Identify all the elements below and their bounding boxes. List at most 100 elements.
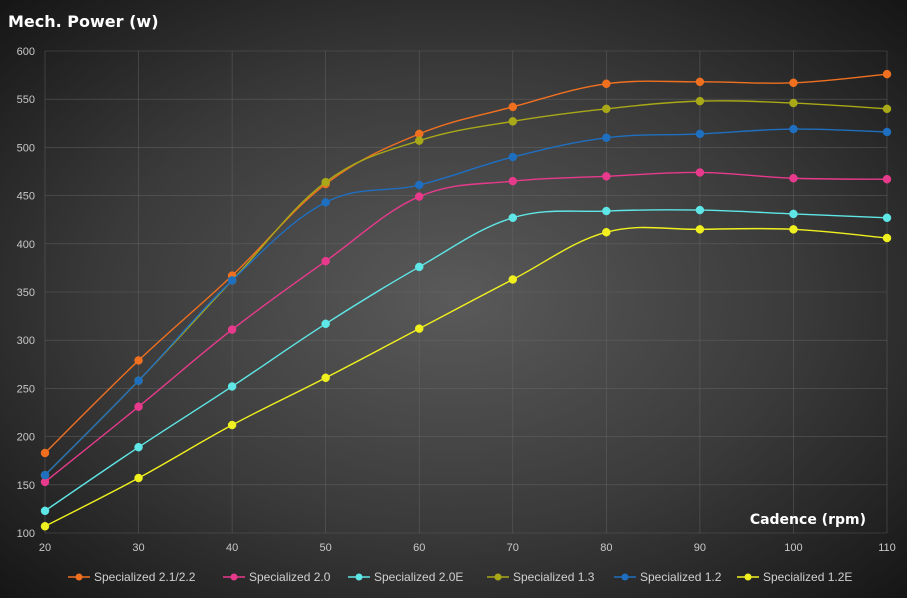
data-point xyxy=(602,227,611,237)
y-tick-label: 250 xyxy=(17,383,35,395)
series-line xyxy=(44,171,888,483)
data-point xyxy=(882,174,892,184)
series-line xyxy=(44,226,888,527)
legend-marker xyxy=(355,573,363,581)
x-tick-label: 40 xyxy=(226,542,238,554)
data-point xyxy=(508,213,518,223)
series-line xyxy=(44,209,888,512)
y-tick-label: 100 xyxy=(17,528,35,540)
legend-item: Specialized 2.1/2.2 xyxy=(68,570,196,584)
x-tick-label: 60 xyxy=(413,542,425,554)
legend-item: Specialized 2.0E xyxy=(348,570,463,584)
data-point xyxy=(40,522,50,531)
data-point xyxy=(414,324,424,333)
legend-marker xyxy=(230,573,238,581)
data-point xyxy=(227,325,237,334)
data-point xyxy=(321,177,330,187)
data-point xyxy=(134,442,143,452)
legend: Specialized 2.1/2.2 Specialized 2.0 Specia… xyxy=(68,570,852,584)
data-point xyxy=(321,373,330,383)
series-0 xyxy=(40,69,892,458)
data-point xyxy=(695,96,705,106)
series-4 xyxy=(40,124,892,480)
legend-marker xyxy=(744,573,752,581)
data-point xyxy=(227,420,237,430)
data-point xyxy=(695,77,705,87)
data-point xyxy=(695,225,705,234)
data-point xyxy=(508,102,518,112)
series-layer xyxy=(40,69,892,531)
legend-marker xyxy=(621,573,629,581)
data-point xyxy=(789,225,798,234)
x-tick-label: 20 xyxy=(39,542,51,554)
series-5 xyxy=(40,225,892,531)
legend-marker xyxy=(75,573,83,581)
data-point xyxy=(508,275,518,284)
series-2 xyxy=(40,205,892,516)
legend-item: Specialized 1.3 xyxy=(487,570,595,584)
data-point xyxy=(134,473,143,483)
data-point xyxy=(882,127,892,137)
y-tick-label: 500 xyxy=(17,142,35,154)
x-tick-label: 30 xyxy=(132,542,144,554)
data-point xyxy=(508,152,518,162)
axes: 100 150 200 250 300 350 400 450 500 550 600 20 30 40 5… xyxy=(17,46,896,554)
legend-item: Specialized 1.2E xyxy=(737,570,852,584)
series-1 xyxy=(40,168,892,487)
data-point xyxy=(695,168,705,177)
legend-label: Specialized 1.2E xyxy=(763,570,852,584)
grid xyxy=(44,50,888,534)
data-point xyxy=(40,470,50,480)
data-point xyxy=(134,356,143,365)
legend-label: Specialized 1.3 xyxy=(513,570,595,584)
data-point xyxy=(40,506,50,516)
y-tick-label: 150 xyxy=(17,480,35,492)
y-tick-label: 350 xyxy=(17,287,35,299)
data-point xyxy=(227,276,237,285)
x-tick-label: 50 xyxy=(320,542,332,554)
x-tick-label: 80 xyxy=(600,542,612,554)
chart-title: Mech. Power (w) xyxy=(8,12,159,31)
data-point xyxy=(695,129,705,139)
data-point xyxy=(134,402,143,411)
y-tick-label: 300 xyxy=(17,335,35,347)
legend-item: Specialized 1.2 xyxy=(614,570,722,584)
data-point xyxy=(134,376,143,385)
series-line xyxy=(44,73,888,454)
data-point xyxy=(602,79,611,89)
data-point xyxy=(321,198,330,207)
data-point xyxy=(789,209,798,219)
data-point xyxy=(508,176,518,186)
x-tick-label: 110 xyxy=(878,542,896,554)
data-point xyxy=(508,117,518,126)
data-point xyxy=(882,104,892,114)
legend-label: Specialized 2.0E xyxy=(374,570,463,584)
y-tick-label: 550 xyxy=(17,94,35,106)
x-tick-label: 100 xyxy=(784,542,802,554)
x-tick-label: 90 xyxy=(694,542,706,554)
data-point xyxy=(882,69,892,79)
legend-item: Specialized 2.0 xyxy=(223,570,331,584)
data-point xyxy=(882,213,892,223)
data-point xyxy=(414,136,424,145)
legend-label: Specialized 1.2 xyxy=(640,570,722,584)
data-point xyxy=(789,124,798,134)
legend-label: Specialized 2.0 xyxy=(249,570,331,584)
y-tick-label: 400 xyxy=(17,239,35,251)
x-axis-label: Cadence (rpm) xyxy=(750,512,866,528)
data-point xyxy=(414,262,424,272)
data-point xyxy=(414,180,424,190)
data-point xyxy=(789,98,798,108)
data-point xyxy=(695,205,705,215)
data-point xyxy=(227,382,237,391)
data-point xyxy=(602,172,611,181)
legend-marker xyxy=(494,573,502,581)
y-tick-label: 450 xyxy=(17,191,35,203)
data-point xyxy=(40,448,50,458)
data-point xyxy=(602,104,611,114)
y-tick-label: 200 xyxy=(17,432,35,444)
data-point xyxy=(602,133,611,143)
